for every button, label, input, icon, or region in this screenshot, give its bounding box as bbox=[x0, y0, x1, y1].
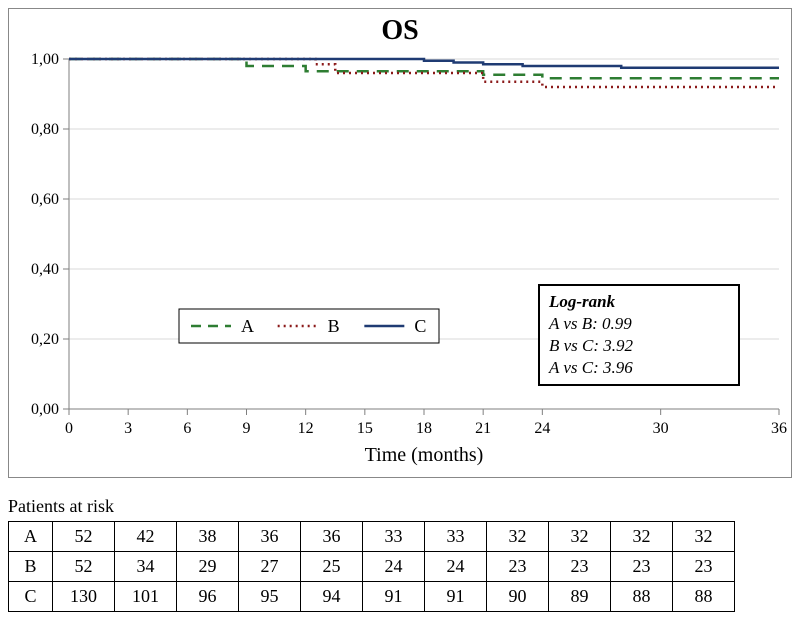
svg-text:36: 36 bbox=[771, 420, 787, 437]
table-cell: 32 bbox=[487, 522, 549, 552]
svg-text:0,20: 0,20 bbox=[31, 331, 59, 348]
table-cell: 91 bbox=[363, 582, 425, 612]
svg-text:24: 24 bbox=[534, 420, 550, 437]
svg-text:0,80: 0,80 bbox=[31, 121, 59, 138]
svg-text:Log-rank: Log-rank bbox=[548, 292, 616, 311]
table-cell: 32 bbox=[673, 522, 735, 552]
risk-table: A5242383636333332323232B5234292725242423… bbox=[8, 521, 735, 612]
svg-text:9: 9 bbox=[243, 420, 251, 437]
table-cell: 101 bbox=[115, 582, 177, 612]
table-cell: 88 bbox=[673, 582, 735, 612]
svg-text:0: 0 bbox=[65, 420, 73, 437]
svg-text:6: 6 bbox=[183, 420, 191, 437]
svg-text:15: 15 bbox=[357, 420, 373, 437]
table-cell: 91 bbox=[425, 582, 487, 612]
svg-text:1,00: 1,00 bbox=[31, 51, 59, 68]
table-cell: 96 bbox=[177, 582, 239, 612]
table-cell: 36 bbox=[301, 522, 363, 552]
svg-text:B: B bbox=[328, 316, 340, 336]
table-cell: 23 bbox=[549, 552, 611, 582]
table-cell: 42 bbox=[115, 522, 177, 552]
svg-text:18: 18 bbox=[416, 420, 432, 437]
svg-text:0,40: 0,40 bbox=[31, 261, 59, 278]
table-cell: 88 bbox=[611, 582, 673, 612]
svg-text:12: 12 bbox=[298, 420, 314, 437]
svg-text:0,00: 0,00 bbox=[31, 401, 59, 418]
table-cell: 89 bbox=[549, 582, 611, 612]
table-cell: 94 bbox=[301, 582, 363, 612]
table-row: C130101969594919190898888 bbox=[9, 582, 735, 612]
table-cell: 33 bbox=[363, 522, 425, 552]
table-cell: 95 bbox=[239, 582, 301, 612]
svg-text:B vs C: 3.92: B vs C: 3.92 bbox=[549, 336, 634, 355]
table-cell: 36 bbox=[239, 522, 301, 552]
table-row: A5242383636333332323232 bbox=[9, 522, 735, 552]
table-cell: 24 bbox=[363, 552, 425, 582]
risk-table-block: Patients at risk A5242383636333332323232… bbox=[8, 496, 792, 612]
table-row: B5234292725242423232323 bbox=[9, 552, 735, 582]
table-cell: 23 bbox=[487, 552, 549, 582]
table-cell: 23 bbox=[673, 552, 735, 582]
chart-panel: OS 0369121518212430360,000,200,400,600,8… bbox=[8, 8, 792, 478]
svg-text:A: A bbox=[241, 316, 254, 336]
table-cell: 29 bbox=[177, 552, 239, 582]
table-cell: 34 bbox=[115, 552, 177, 582]
table-cell: 33 bbox=[425, 522, 487, 552]
svg-text:3: 3 bbox=[124, 420, 132, 437]
table-cell: 23 bbox=[611, 552, 673, 582]
table-cell: 52 bbox=[53, 522, 115, 552]
table-cell: 38 bbox=[177, 522, 239, 552]
row-header: B bbox=[9, 552, 53, 582]
row-header: A bbox=[9, 522, 53, 552]
svg-text:0,60: 0,60 bbox=[31, 191, 59, 208]
svg-text:30: 30 bbox=[653, 420, 669, 437]
table-cell: 130 bbox=[53, 582, 115, 612]
row-header: C bbox=[9, 582, 53, 612]
svg-text:A vs C: 3.96: A vs C: 3.96 bbox=[548, 358, 633, 377]
svg-text:21: 21 bbox=[475, 420, 491, 437]
table-cell: 90 bbox=[487, 582, 549, 612]
svg-text:A vs B: 0.99: A vs B: 0.99 bbox=[548, 314, 632, 333]
table-cell: 24 bbox=[425, 552, 487, 582]
table-cell: 32 bbox=[611, 522, 673, 552]
risk-table-label: Patients at risk bbox=[8, 496, 792, 517]
table-cell: 27 bbox=[239, 552, 301, 582]
svg-text:Time (months): Time (months) bbox=[365, 444, 484, 466]
svg-text:C: C bbox=[414, 316, 426, 336]
table-cell: 52 bbox=[53, 552, 115, 582]
table-cell: 32 bbox=[549, 522, 611, 552]
chart-svg: 0369121518212430360,000,200,400,600,801,… bbox=[9, 9, 793, 479]
table-cell: 25 bbox=[301, 552, 363, 582]
